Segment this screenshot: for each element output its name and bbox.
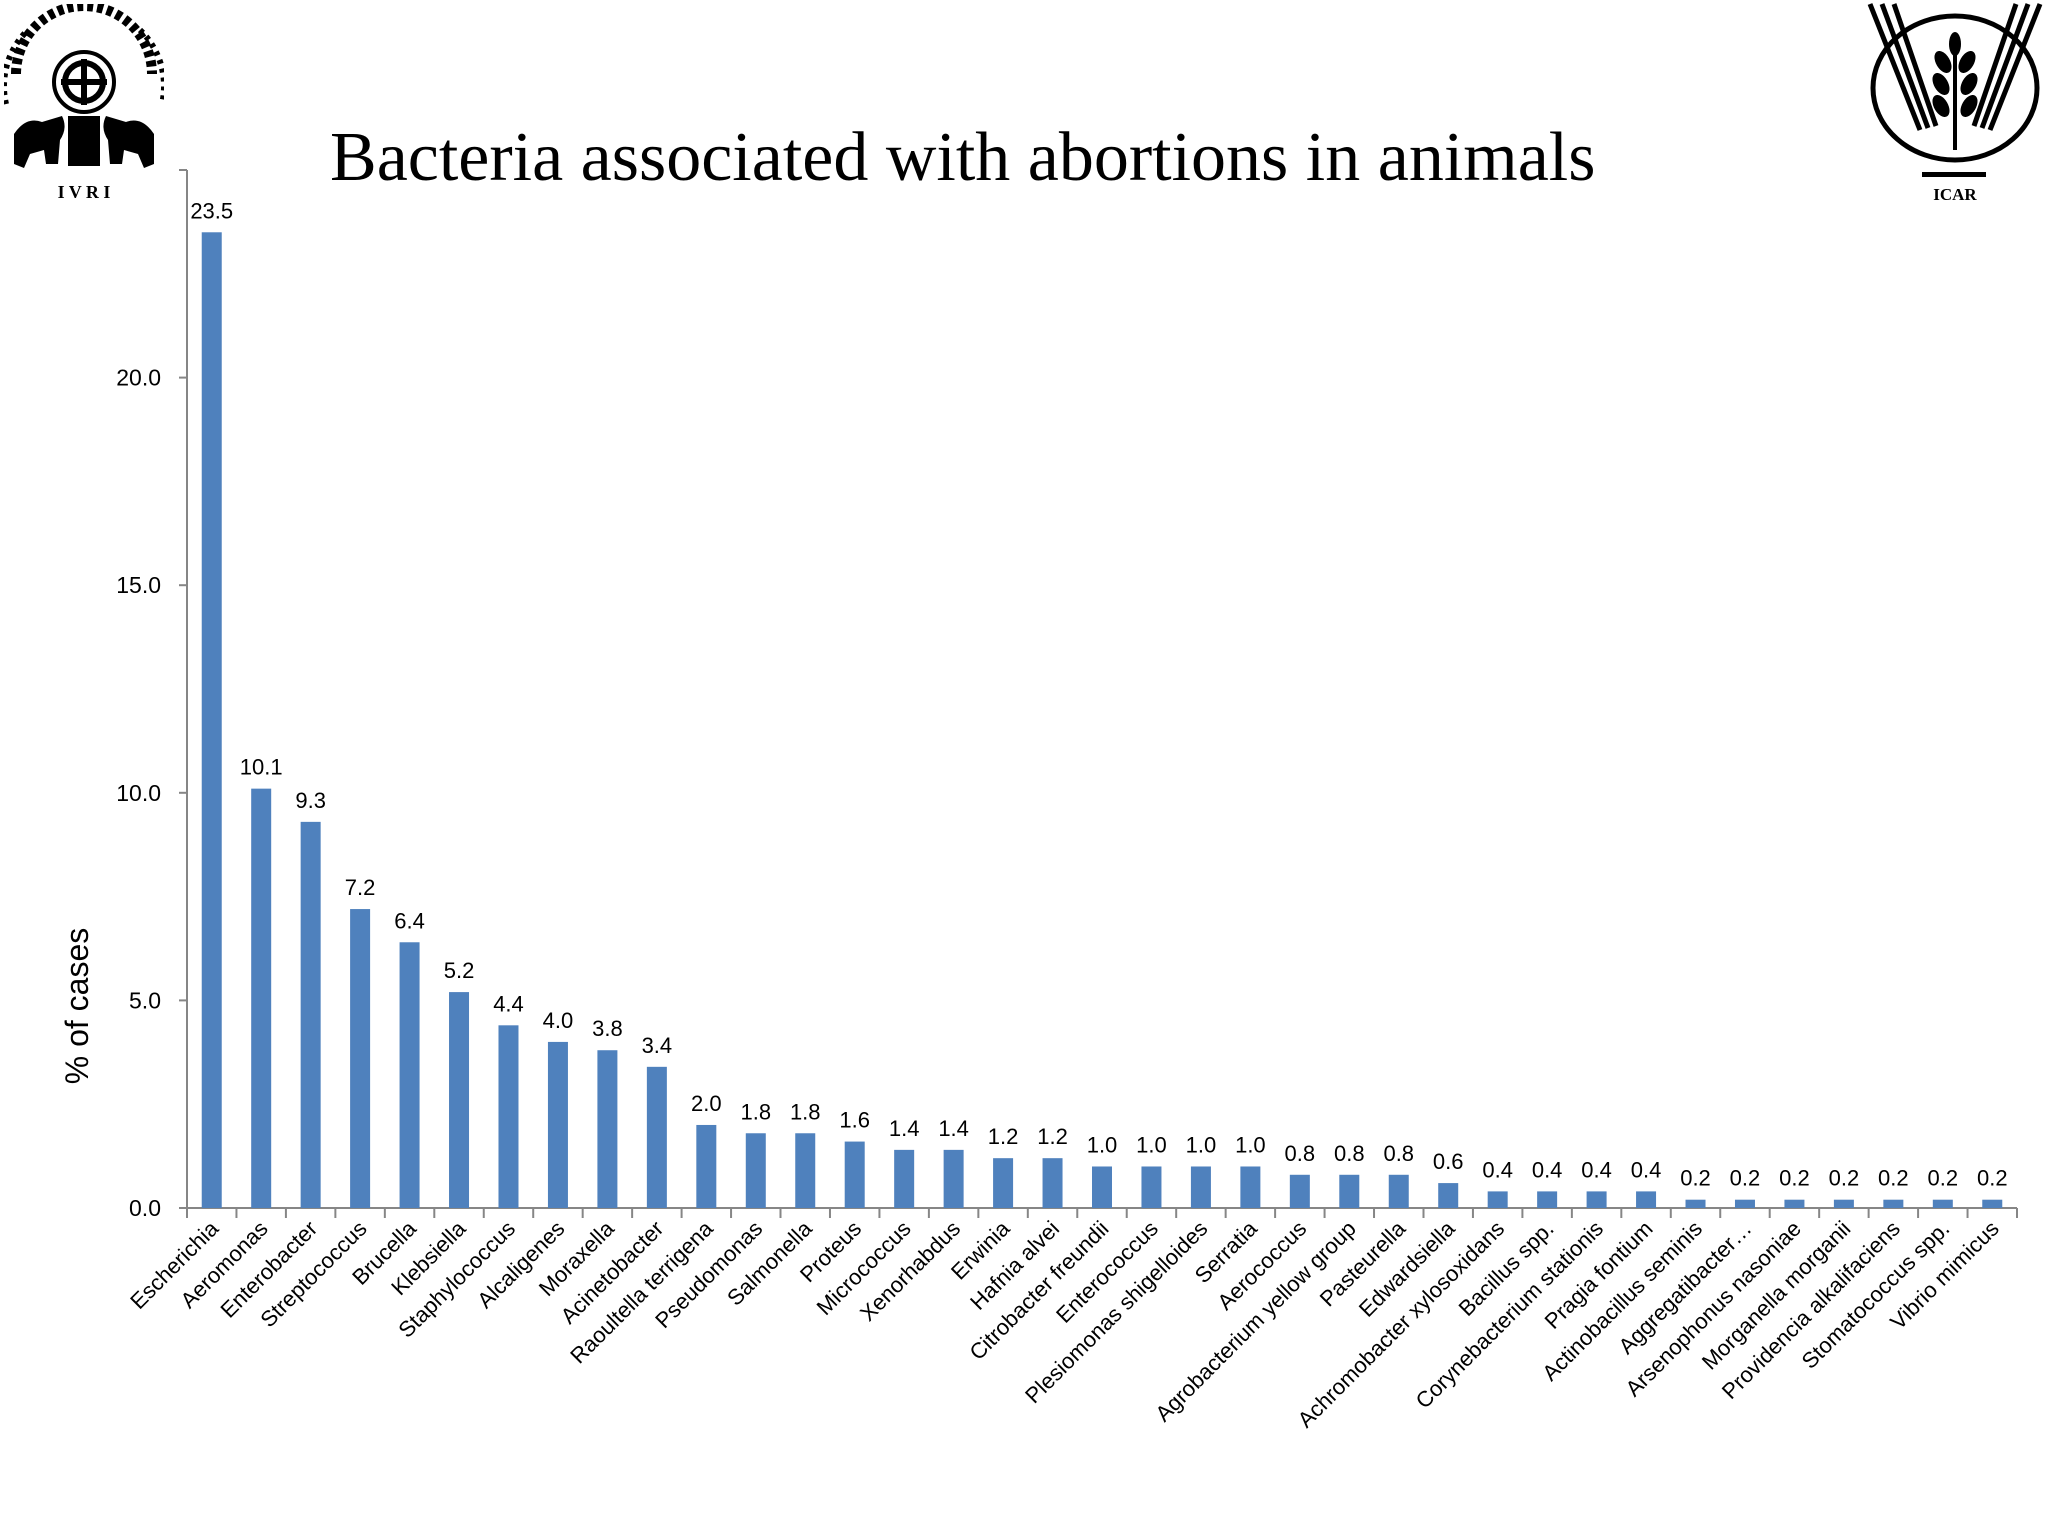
- y-tick-label: 5.0: [129, 987, 161, 1013]
- data-label: 10.1: [240, 755, 283, 780]
- data-label: 3.4: [642, 1033, 673, 1058]
- y-tick-label: 15.0: [116, 572, 161, 598]
- bar: [1883, 1199, 1904, 1208]
- chart-bars: [201, 232, 2003, 1208]
- bar: [201, 232, 222, 1208]
- bar: [646, 1066, 667, 1208]
- bar: [1388, 1174, 1409, 1208]
- bar: [1190, 1166, 1211, 1208]
- ivri-logo: I V R I: [4, 4, 164, 202]
- svg-text:I V R I: I V R I: [58, 182, 111, 202]
- data-label: 0.2: [1928, 1166, 1959, 1191]
- data-label: 2.0: [691, 1091, 722, 1116]
- data-label: 1.4: [938, 1116, 969, 1141]
- bar: [350, 909, 371, 1208]
- data-label: 0.8: [1285, 1141, 1316, 1166]
- chart-title: Bacteria associated with abortions in an…: [330, 119, 1596, 196]
- bar: [1586, 1191, 1607, 1208]
- bar: [1487, 1191, 1508, 1208]
- bar: [251, 788, 272, 1208]
- bar: [1092, 1166, 1112, 1208]
- bar: [1438, 1183, 1459, 1208]
- bar: [844, 1141, 865, 1208]
- data-label: 3.8: [592, 1016, 623, 1041]
- bar: [399, 942, 420, 1208]
- svg-text:ICAR: ICAR: [1933, 185, 1977, 204]
- bar: [696, 1124, 717, 1208]
- data-label: 1.6: [839, 1108, 870, 1133]
- bar: [1932, 1199, 1953, 1208]
- data-label: 1.0: [1186, 1132, 1217, 1157]
- data-label: 1.4: [889, 1116, 920, 1141]
- data-label: 0.6: [1433, 1149, 1464, 1174]
- bar: [1734, 1199, 1755, 1208]
- y-tick-label: 20.0: [116, 365, 161, 391]
- data-label: 4.0: [543, 1008, 574, 1033]
- y-tick-label: 0.0: [129, 1195, 161, 1221]
- data-label: 1.2: [1037, 1124, 1068, 1149]
- bar: [1240, 1166, 1261, 1208]
- data-label: 0.2: [1730, 1166, 1761, 1191]
- data-label: 5.2: [444, 958, 475, 983]
- bar: [993, 1158, 1014, 1208]
- data-label: 1.0: [1136, 1132, 1167, 1157]
- y-tick-label: 10.0: [116, 780, 161, 806]
- bar: [1141, 1166, 1162, 1208]
- bar: [1636, 1191, 1657, 1208]
- data-label: 0.2: [1680, 1166, 1711, 1191]
- bar: [498, 1025, 519, 1208]
- data-label: 0.2: [1829, 1166, 1860, 1191]
- bar: [300, 821, 321, 1208]
- data-label: 0.4: [1482, 1157, 1513, 1182]
- data-label: 0.2: [1779, 1166, 1810, 1191]
- data-label: 0.4: [1631, 1157, 1662, 1182]
- data-label: 0.2: [1977, 1166, 2008, 1191]
- bar: [1784, 1199, 1805, 1208]
- data-label: 1.8: [790, 1099, 821, 1124]
- bar: [1339, 1174, 1360, 1208]
- bar: [1982, 1199, 2003, 1208]
- bar: [1833, 1199, 1854, 1208]
- data-label: 0.4: [1532, 1157, 1563, 1182]
- bar: [745, 1133, 766, 1208]
- bar: [1289, 1174, 1310, 1208]
- data-label: 1.0: [1235, 1132, 1266, 1157]
- bar: [894, 1149, 915, 1208]
- data-label: 1.8: [740, 1099, 771, 1124]
- data-label: 1.0: [1087, 1132, 1118, 1157]
- bar: [449, 992, 470, 1208]
- data-label: 4.4: [493, 991, 524, 1016]
- bar: [547, 1041, 568, 1208]
- y-axis-title: % of cases: [59, 928, 95, 1085]
- bar: [1042, 1158, 1063, 1208]
- data-label: 1.2: [988, 1124, 1019, 1149]
- data-label: 0.2: [1878, 1166, 1909, 1191]
- bar: [597, 1050, 618, 1208]
- bar: [1685, 1199, 1706, 1208]
- icar-logo: ICAR: [1867, 3, 2043, 204]
- data-label: 0.8: [1334, 1141, 1365, 1166]
- data-label: 0.8: [1383, 1141, 1414, 1166]
- data-label: 0.4: [1581, 1157, 1612, 1182]
- data-label: 7.2: [345, 875, 376, 900]
- data-label: 9.3: [295, 788, 326, 813]
- bar: [1537, 1191, 1558, 1208]
- bar: [943, 1149, 964, 1208]
- data-label: 6.4: [394, 908, 425, 933]
- chart-labels: 23.5Escherichia10.1Aeromonas9.3Enterobac…: [125, 198, 2007, 1432]
- bar: [795, 1133, 816, 1208]
- data-label: 23.5: [190, 198, 233, 223]
